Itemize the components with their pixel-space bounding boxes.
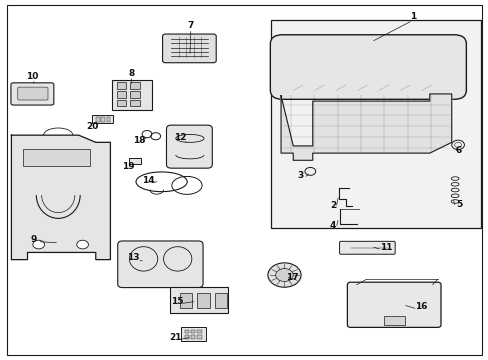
- Bar: [197, 335, 201, 339]
- Bar: [197, 329, 201, 333]
- Text: 12: 12: [174, 133, 186, 142]
- Bar: [180, 327, 205, 341]
- Bar: [184, 329, 188, 333]
- Text: 20: 20: [86, 122, 99, 131]
- Text: 8: 8: [128, 69, 134, 78]
- Bar: [214, 293, 227, 308]
- Bar: [130, 91, 140, 98]
- Bar: [130, 82, 140, 89]
- Bar: [101, 117, 105, 122]
- Polygon shape: [11, 135, 110, 260]
- Circle shape: [33, 240, 44, 249]
- Text: 16: 16: [414, 302, 427, 311]
- Bar: [96, 117, 100, 122]
- FancyBboxPatch shape: [118, 241, 203, 288]
- Text: 13: 13: [127, 253, 139, 262]
- Bar: [169, 287, 228, 313]
- FancyBboxPatch shape: [162, 34, 216, 63]
- Bar: [179, 293, 192, 308]
- Bar: [383, 316, 405, 325]
- Bar: [112, 80, 152, 110]
- Circle shape: [267, 263, 301, 287]
- Bar: [22, 149, 90, 166]
- Bar: [190, 335, 195, 339]
- FancyBboxPatch shape: [270, 35, 466, 99]
- Circle shape: [275, 269, 293, 282]
- Bar: [106, 117, 110, 122]
- Bar: [190, 329, 195, 333]
- Bar: [184, 335, 188, 339]
- FancyBboxPatch shape: [339, 241, 394, 254]
- Text: 7: 7: [187, 21, 194, 30]
- Polygon shape: [281, 94, 451, 160]
- FancyBboxPatch shape: [166, 125, 212, 168]
- Bar: [117, 82, 126, 89]
- Text: 21: 21: [169, 333, 181, 342]
- Bar: [117, 100, 126, 106]
- Text: 6: 6: [455, 146, 461, 155]
- Bar: [117, 91, 126, 98]
- Text: 19: 19: [122, 162, 135, 171]
- Bar: [197, 293, 209, 308]
- Circle shape: [77, 240, 88, 249]
- Text: 5: 5: [455, 200, 461, 209]
- Bar: [271, 21, 480, 228]
- Bar: [129, 158, 141, 163]
- Bar: [130, 100, 140, 106]
- Text: 18: 18: [133, 136, 145, 145]
- Text: 2: 2: [329, 201, 336, 210]
- Text: 14: 14: [142, 176, 154, 185]
- Text: 3: 3: [297, 171, 303, 180]
- Text: 10: 10: [26, 72, 39, 81]
- Bar: [92, 115, 113, 123]
- Text: 17: 17: [285, 273, 298, 282]
- Text: 15: 15: [171, 297, 183, 306]
- FancyBboxPatch shape: [18, 87, 48, 100]
- Text: 9: 9: [31, 235, 37, 244]
- FancyBboxPatch shape: [346, 282, 440, 327]
- Text: 4: 4: [329, 221, 336, 230]
- Text: 11: 11: [379, 243, 391, 252]
- Text: 1: 1: [409, 12, 415, 21]
- FancyBboxPatch shape: [11, 83, 54, 105]
